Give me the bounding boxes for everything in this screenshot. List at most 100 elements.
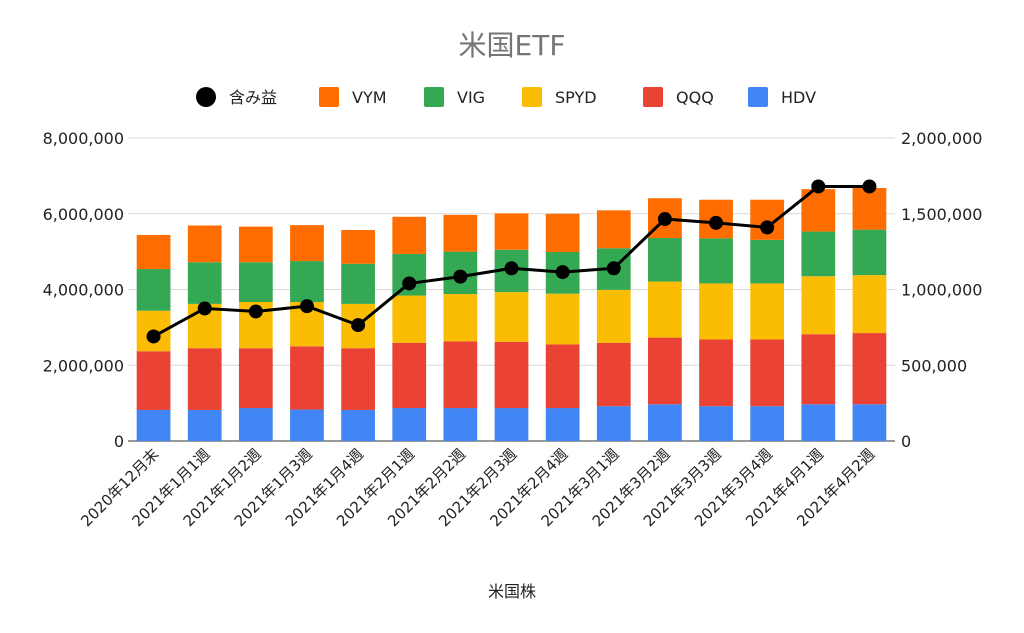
- bar-spyd: [494, 292, 529, 342]
- line-point: [657, 212, 672, 227]
- bar-qqq: [238, 348, 273, 409]
- bar-spyd: [392, 295, 427, 343]
- line-point: [453, 269, 468, 284]
- bar-vym: [341, 230, 375, 264]
- legend-item: 含み益: [196, 87, 277, 107]
- bar-hdv: [801, 404, 836, 441]
- bar-vig: [648, 237, 682, 282]
- bar-qqq: [852, 333, 887, 405]
- bar-vym: [187, 225, 222, 263]
- y-tick-label-right: 0: [901, 432, 911, 451]
- bar-hdv: [392, 408, 427, 441]
- bar-vig: [750, 239, 785, 284]
- bar-hdv: [852, 404, 887, 441]
- bar-qqq: [290, 346, 324, 410]
- bar-hdv: [187, 409, 222, 441]
- bar-spyd: [801, 276, 836, 335]
- y-tick-label-right: 2,000,000: [901, 129, 982, 148]
- x-axis-label: 米国株: [488, 582, 536, 601]
- bar-hdv: [596, 406, 631, 441]
- legend: 含み益 VYM VIG SPYD QQQ HDV: [196, 87, 816, 107]
- line-point: [402, 276, 417, 291]
- y-tick-label-right: 500,000: [901, 356, 967, 375]
- line-point: [709, 215, 724, 230]
- bar-qqq: [801, 334, 836, 405]
- line-point: [760, 220, 775, 235]
- bar-qqq: [750, 339, 785, 407]
- bar-vym: [136, 234, 171, 270]
- bar-vym: [392, 216, 427, 254]
- bar-qqq: [443, 341, 478, 409]
- legend-label: VIG: [457, 88, 485, 107]
- chart-title: 米国ETF: [459, 29, 566, 62]
- legend-label: VYM: [352, 88, 387, 107]
- bar-vig: [699, 238, 733, 284]
- bar-vig: [290, 261, 324, 302]
- legend-item: VYM: [319, 87, 387, 107]
- bar-vym: [238, 226, 273, 263]
- bar-hdv: [443, 408, 478, 441]
- legend-item: SPYD: [522, 87, 597, 107]
- bar-vig: [136, 269, 171, 311]
- legend-marker-swatch: [522, 87, 542, 107]
- line-point: [862, 179, 877, 194]
- legend-item: QQQ: [643, 87, 714, 107]
- y-tick-label-left: 2,000,000: [43, 356, 124, 375]
- line-point: [197, 301, 212, 316]
- bar-vig: [341, 263, 375, 304]
- legend-item: HDV: [748, 87, 816, 107]
- bar-hdv: [494, 408, 529, 441]
- legend-label: HDV: [781, 88, 816, 107]
- line-point: [299, 299, 314, 314]
- y-tick-label-left: 8,000,000: [43, 129, 124, 148]
- line-point: [351, 318, 366, 333]
- legend-label: 含み益: [229, 88, 277, 107]
- bar-qqq: [136, 351, 171, 410]
- line-point: [811, 179, 826, 194]
- bar-qqq: [392, 342, 427, 409]
- line-point: [504, 261, 519, 276]
- bar-vym: [852, 187, 887, 230]
- legend-marker-swatch: [643, 87, 663, 107]
- legend-label: QQQ: [676, 88, 714, 107]
- bar-spyd: [648, 281, 682, 338]
- bar-spyd: [750, 283, 785, 340]
- bar-spyd: [545, 293, 580, 345]
- bar-hdv: [290, 409, 324, 441]
- bar-hdv: [136, 409, 171, 441]
- bar-hdv: [238, 408, 273, 441]
- bar-vig: [238, 262, 273, 302]
- legend-marker-circle: [196, 87, 216, 107]
- bar-vym: [596, 210, 631, 249]
- bar-vig: [801, 231, 836, 277]
- y-tick-label-right: 1,500,000: [901, 205, 982, 224]
- bar-hdv: [750, 406, 785, 441]
- line-point: [606, 261, 621, 276]
- bar-vym: [443, 214, 478, 252]
- bar-hdv: [648, 404, 682, 441]
- line-point: [146, 329, 161, 344]
- bar-vig: [852, 229, 887, 276]
- legend-marker-swatch: [319, 87, 339, 107]
- y-tick-label-right: 1,000,000: [901, 281, 982, 300]
- bar-qqq: [341, 348, 375, 410]
- bar-spyd: [699, 283, 733, 340]
- bar-qqq: [648, 337, 682, 405]
- y-axis-right: 0 500,000 1,000,000 1,500,000 2,000,000: [901, 129, 982, 451]
- x-axis: 2020年12月末2021年1月1週2021年1月2週2021年1月3週2021…: [77, 445, 878, 530]
- bar-hdv: [545, 408, 580, 441]
- bar-spyd: [852, 275, 887, 334]
- legend-item: VIG: [424, 87, 485, 107]
- line-point: [248, 304, 263, 319]
- bar-qqq: [187, 348, 222, 410]
- bar-vym: [545, 213, 580, 253]
- y-tick-label-left: 6,000,000: [43, 205, 124, 224]
- line-point: [555, 265, 570, 280]
- bar-qqq: [699, 339, 733, 407]
- y-tick-label-left: 0: [114, 432, 124, 451]
- bar-vig: [187, 262, 222, 304]
- bar-qqq: [494, 341, 529, 409]
- line-series: [146, 179, 877, 344]
